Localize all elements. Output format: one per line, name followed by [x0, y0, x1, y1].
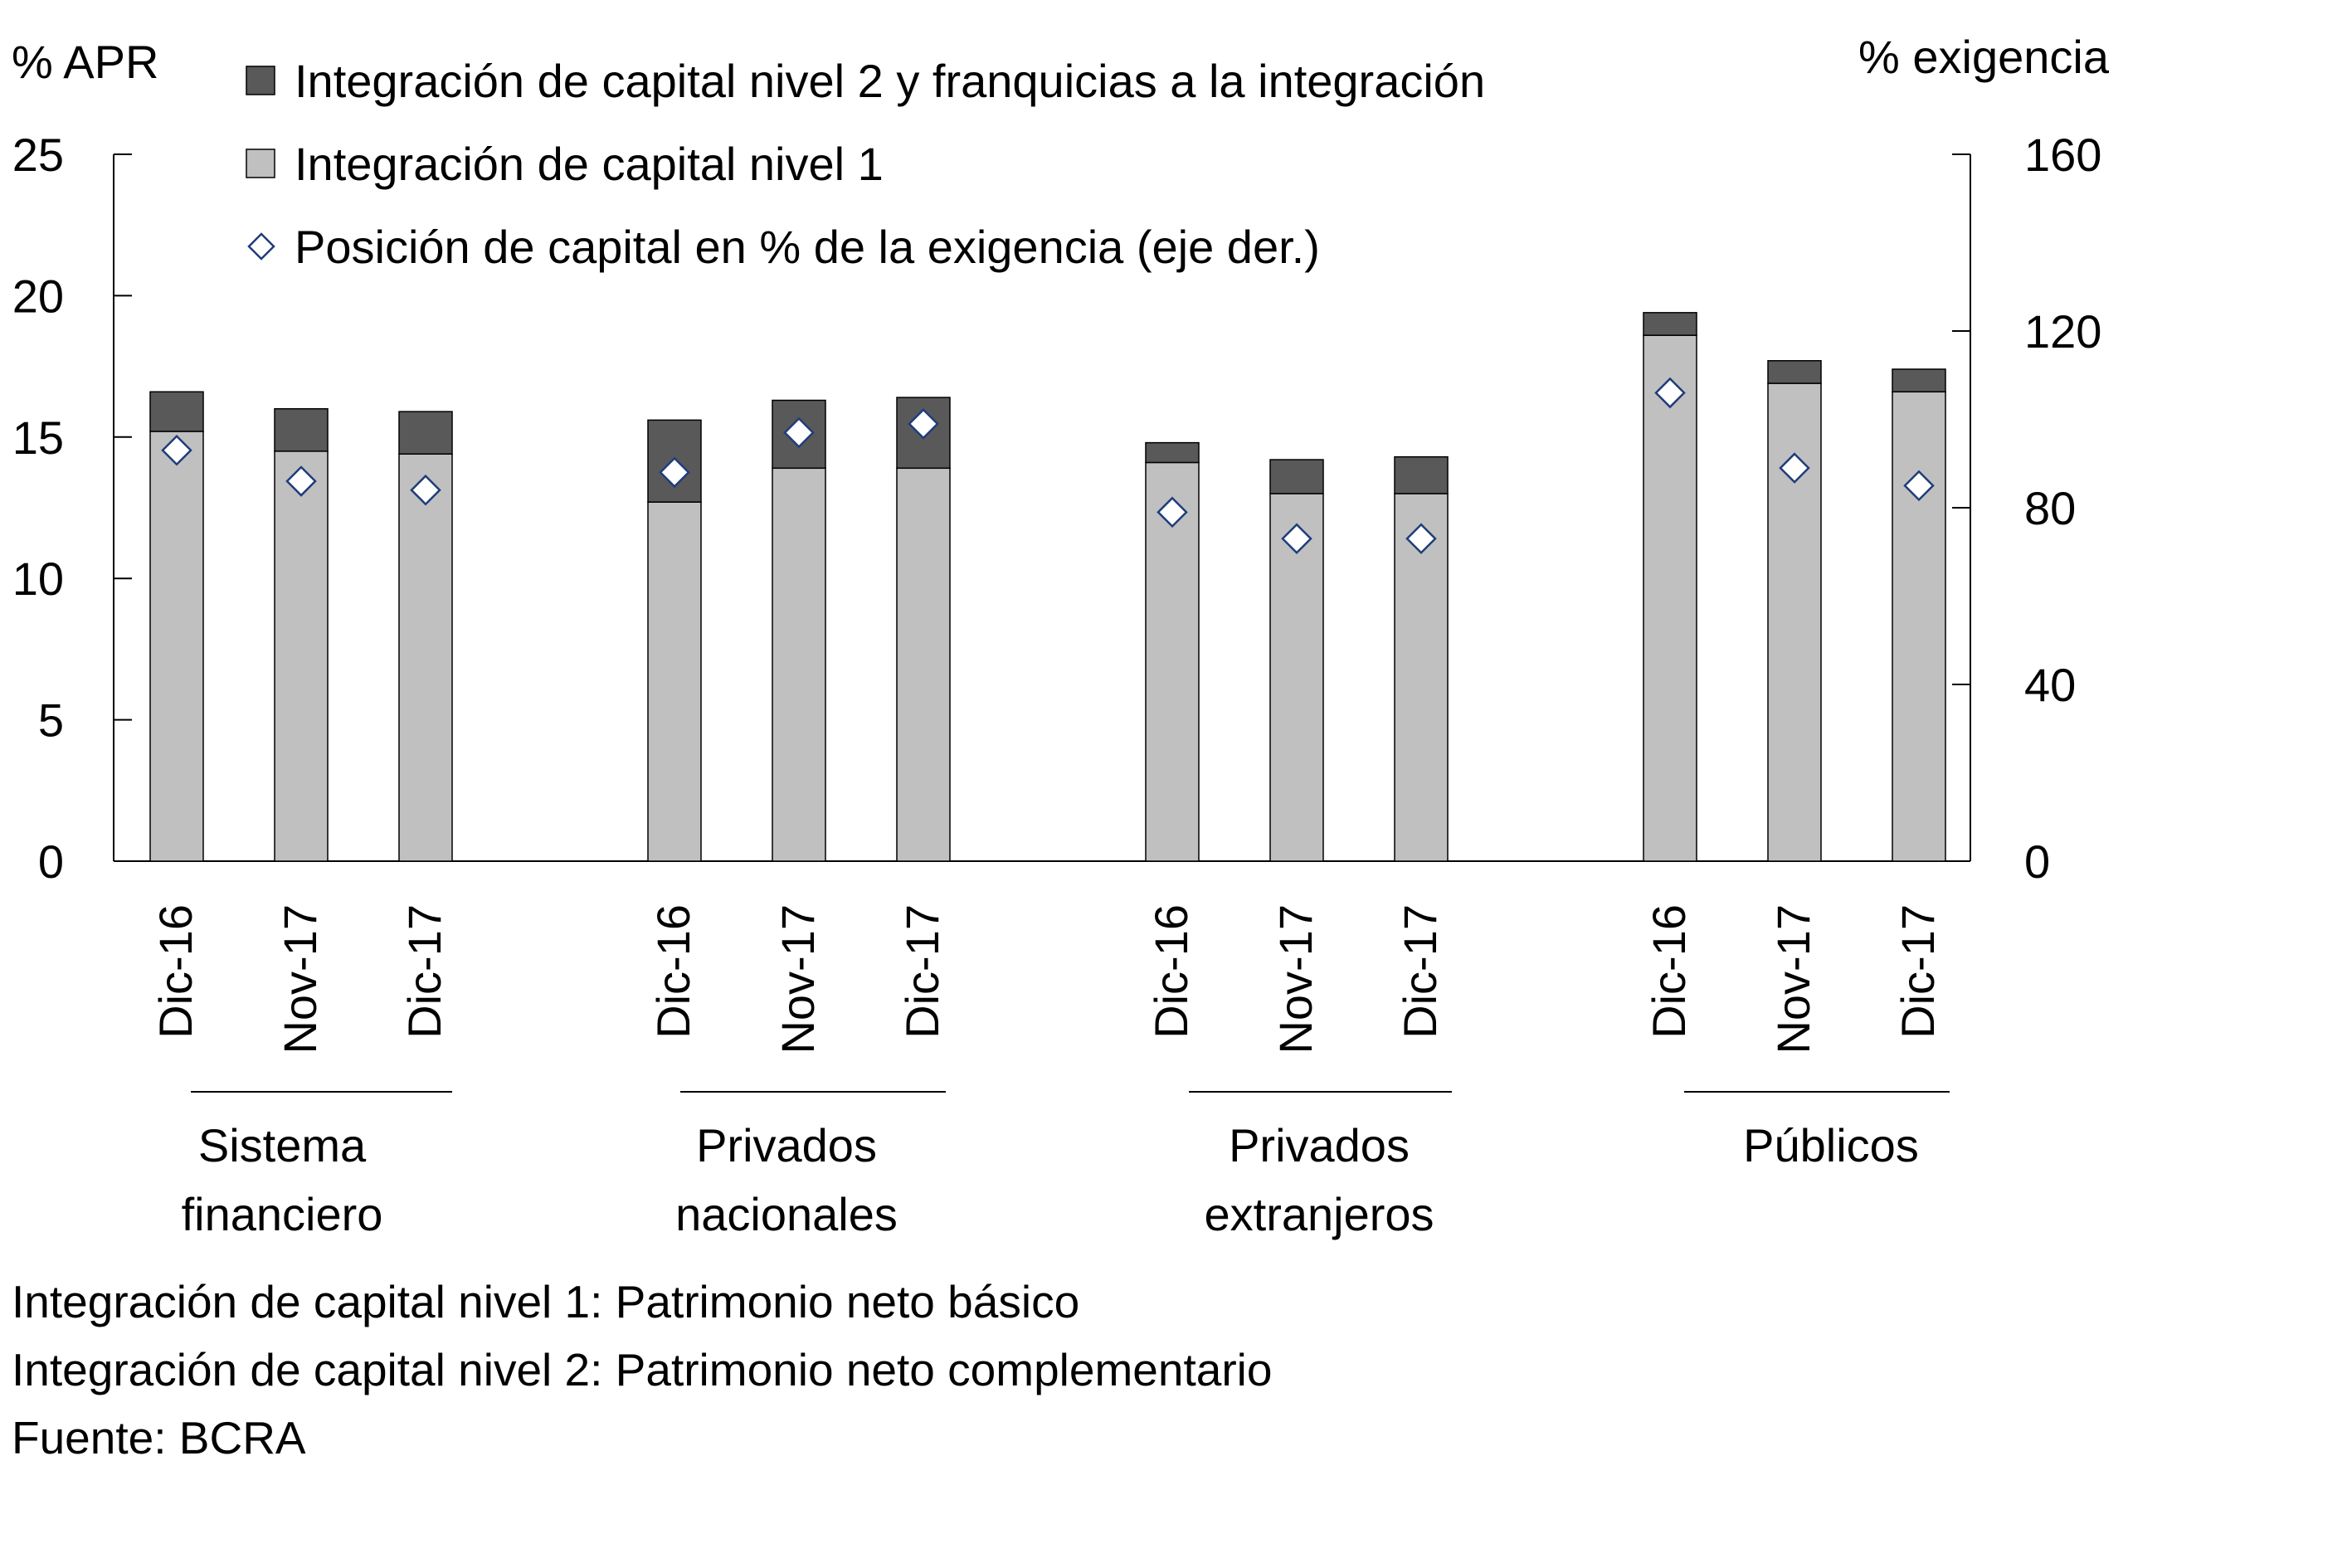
left-tick-label: 5 [38, 694, 64, 747]
point-posicion [1157, 496, 1188, 528]
x-tick-label: Dic-16 [1643, 904, 1695, 1039]
bar-nivel2 [274, 407, 329, 452]
axes: 0 5 10 15 20 25 0 40 80 120 160 % APR % exigencia [12, 31, 2110, 888]
legend: Integración de capital nivel 2 y franqui… [246, 55, 1485, 273]
bar-nivel2 [1892, 368, 1946, 393]
x-tick-label: Dic-17 [1892, 904, 1944, 1039]
right-tick-label: 120 [2024, 305, 2101, 358]
point-posicion [161, 435, 192, 466]
bar-nivel1 [1643, 334, 1697, 862]
x-tick-label: Dic-17 [1394, 904, 1446, 1039]
legend-label: Integración de capital nivel 1 [295, 138, 884, 190]
group-label: financiero [182, 1188, 383, 1240]
left-tick-label: 0 [38, 835, 64, 888]
point-posicion [1405, 523, 1437, 555]
bar-nivel1 [1394, 493, 1449, 862]
legend-diamond [247, 232, 275, 261]
note-nivel1: Integración de capital nivel 1: Patrimon… [12, 1276, 1080, 1327]
x-tick-label: Dic-16 [149, 904, 202, 1039]
points [161, 377, 1935, 555]
bar-nivel1 [149, 431, 204, 862]
point-posicion [1281, 523, 1312, 555]
legend-label: Integración de capital nivel 2 y franqui… [295, 55, 1485, 107]
bar-nivel2 [1394, 455, 1449, 494]
point-posicion [1903, 470, 1935, 502]
left-tick-label: 10 [12, 553, 64, 605]
x-tick-label: Nov-17 [1767, 904, 1819, 1054]
legend-label: Posición de capital en % de la exigencia… [295, 221, 1320, 273]
group-label: Privados [1229, 1119, 1410, 1171]
bar-nivel2 [1269, 459, 1324, 494]
bar-nivel1 [647, 501, 702, 862]
bar-nivel1 [896, 467, 951, 862]
legend-swatch [246, 149, 275, 178]
bar-nivel2 [1767, 360, 1822, 384]
bar-nivel1 [274, 450, 329, 862]
group-label: Sistema [198, 1119, 367, 1171]
left-axis-title: % APR [12, 36, 158, 88]
bar-nivel1 [398, 453, 453, 862]
point-posicion [1654, 377, 1686, 409]
group-label: nacionales [675, 1188, 898, 1240]
point-posicion [1779, 452, 1810, 484]
point-posicion [783, 416, 815, 449]
right-tick-label: 160 [2024, 129, 2101, 181]
x-tick-label: Nov-17 [274, 904, 326, 1054]
x-tick-label: Dic-16 [647, 904, 699, 1039]
left-tick-label: 20 [12, 270, 64, 322]
point-posicion [285, 465, 317, 497]
x-tick-label: Nov-17 [772, 904, 824, 1054]
point-posicion [659, 456, 690, 489]
group-label: extranjeros [1204, 1188, 1434, 1240]
point-posicion [410, 474, 441, 506]
right-axis-title: % exigencia [1858, 31, 2110, 83]
note-fuente: Fuente: BCRA [12, 1412, 306, 1463]
legend-swatch [246, 66, 275, 95]
bar-nivel1 [772, 467, 826, 862]
group-label: Públicos [1743, 1119, 1919, 1171]
bar-nivel2 [1145, 441, 1200, 464]
bar-nivel1 [1269, 493, 1324, 862]
group-label: Privados [696, 1119, 877, 1171]
x-tick-label: Dic-16 [1145, 904, 1197, 1039]
x-tick-label: Nov-17 [1269, 904, 1322, 1054]
x-tick-label: Dic-17 [896, 904, 948, 1039]
left-tick-label: 25 [12, 129, 64, 181]
bar-nivel2 [149, 391, 204, 432]
bars [149, 312, 1946, 862]
right-tick-label: 80 [2024, 482, 2076, 534]
left-tick-label: 15 [12, 411, 64, 464]
x-tick-label: Dic-17 [398, 904, 450, 1039]
bar-nivel2 [1643, 312, 1697, 336]
bar-nivel2 [398, 411, 453, 455]
note-nivel2: Integración de capital nivel 2: Patrimon… [12, 1344, 1273, 1395]
right-tick-label: 40 [2024, 659, 2076, 711]
point-posicion [908, 408, 939, 440]
x-labels: Dic-16 Nov-17 Dic-17 Sistema financiero Dic-1… [149, 904, 1950, 1240]
right-tick-label: 0 [2024, 835, 2050, 888]
bar-nivel1 [1892, 391, 1946, 862]
